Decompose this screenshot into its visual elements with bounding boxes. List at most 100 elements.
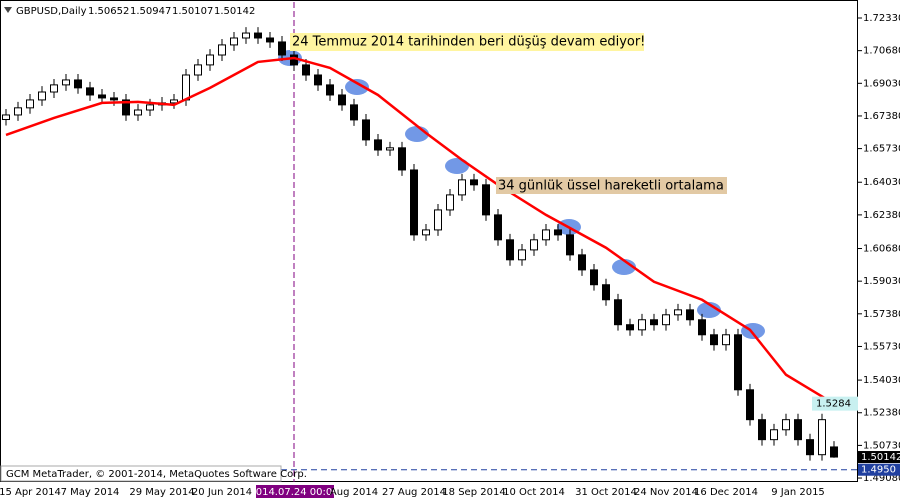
candle-body [98, 94, 106, 99]
close-price-box [858, 451, 900, 464]
candle-body [494, 214, 502, 241]
candle-body [710, 334, 718, 346]
touch-marker [697, 302, 721, 318]
candle-body [326, 84, 334, 96]
candle-body [266, 37, 274, 43]
candle-body [170, 99, 178, 104]
candle-body [302, 64, 310, 76]
candle-body [470, 179, 478, 186]
candle-body [530, 239, 538, 251]
annotation: 24 Temmuz 2014 tarihinden beri düşüş dev… [292, 35, 645, 50]
y-tick-label: 1.70680 [863, 46, 900, 57]
y-tick-label: 1.50730 [863, 440, 900, 451]
date-marker-box [256, 485, 334, 498]
y-tick-label: 1.65730 [863, 144, 900, 155]
touch-marker [612, 259, 636, 275]
candle-body [110, 97, 118, 101]
candle-body [26, 99, 34, 109]
y-tick-label: 1.52380 [863, 408, 900, 419]
ema-line [5, 56, 835, 405]
marks [1, 2, 858, 482]
candle-body [254, 32, 262, 39]
y-tick-label: 1.64030 [863, 177, 900, 188]
price-line-label: 1.4950 [861, 465, 896, 476]
candle-body [650, 319, 658, 326]
x-tick-label: 18 Sep 2014 [442, 487, 505, 498]
candle-body [434, 209, 442, 231]
header-close: 1.50142 [214, 6, 255, 17]
candle-body [14, 107, 22, 116]
candle-body [770, 429, 778, 441]
candle-body [242, 32, 250, 39]
candle-body [542, 229, 550, 241]
x-tick-label: Aug 2014 [330, 487, 378, 498]
candle-body [206, 54, 214, 66]
footer-box [0, 465, 282, 482]
candle-body [410, 169, 418, 236]
candle-body [338, 94, 346, 106]
annotation-box [290, 33, 644, 51]
y-tick-label: 1.49080 [863, 473, 900, 484]
candle-body [830, 446, 838, 458]
candle-body [674, 309, 682, 316]
plot-frame [0, 0, 858, 482]
candle-body [38, 91, 46, 101]
y-tick-label: 1.69030 [863, 78, 900, 89]
candle-body [614, 299, 622, 326]
price-line-box [858, 463, 900, 476]
candle-body [746, 389, 754, 421]
touch-marker [345, 79, 369, 95]
candle-body [386, 147, 394, 151]
candle-body [638, 319, 646, 331]
candle-body [782, 419, 790, 431]
y-tick-label: 1.72330 [863, 13, 900, 24]
x-tick-label: 10 Oct 2014 [503, 487, 565, 498]
candle-body [602, 284, 610, 301]
candle-body [482, 184, 490, 216]
y-tick-label: 1.62380 [863, 210, 900, 221]
y-tick-label: 1.67380 [863, 111, 900, 122]
candle-body [698, 319, 706, 336]
candle-body [422, 229, 430, 236]
candle-body [518, 249, 526, 261]
x-tick-label: 15 Apr 2014 [0, 487, 61, 498]
candle-body [806, 439, 814, 456]
x-tick-label: 7 May 2014 [61, 487, 120, 498]
annotation: 34 günlük üssel hareketli ortalama [498, 179, 724, 194]
candle-body [398, 147, 406, 171]
candle-body [662, 314, 670, 326]
x-tick-label: 29 May 2014 [129, 487, 194, 498]
candle-body [578, 254, 586, 271]
y-tick-label: 1.55730 [863, 341, 900, 352]
candle-body [278, 41, 286, 56]
candle-body [182, 74, 190, 101]
x-tick-label: 16 Dec 2014 [694, 487, 758, 498]
x-tick-label: 2014.07.24 00:00 [249, 487, 338, 498]
candle-body [446, 194, 454, 211]
symbol: GBPUSD,Daily [16, 6, 87, 17]
candle-body [290, 54, 298, 66]
touch-marker [445, 158, 469, 174]
ema-price-label: 1.5284 [816, 399, 851, 410]
candle-body [362, 119, 370, 141]
y-tick-label: 1.54030 [863, 375, 900, 386]
candle-body [218, 44, 226, 56]
candle-body [686, 309, 694, 321]
x-tick-label: 20 Jun 2014 [192, 487, 252, 498]
candle-body [314, 74, 322, 86]
candle-body [230, 37, 238, 46]
x-tick-label: 24 Nov 2014 [634, 487, 698, 498]
candle-body [134, 109, 142, 116]
candle-body [734, 334, 742, 391]
candle-body [506, 239, 514, 261]
y-tick-label: 1.59030 [863, 276, 900, 287]
candle-body [590, 269, 598, 286]
header-open: 1.50652 [88, 6, 129, 17]
y-tick-label: 1.60680 [863, 244, 900, 255]
candle-body [86, 87, 94, 96]
candle-body [62, 79, 70, 86]
annotation-box [496, 177, 727, 194]
close-price-label: 1.50142 [861, 452, 900, 463]
candle-body [758, 419, 766, 441]
